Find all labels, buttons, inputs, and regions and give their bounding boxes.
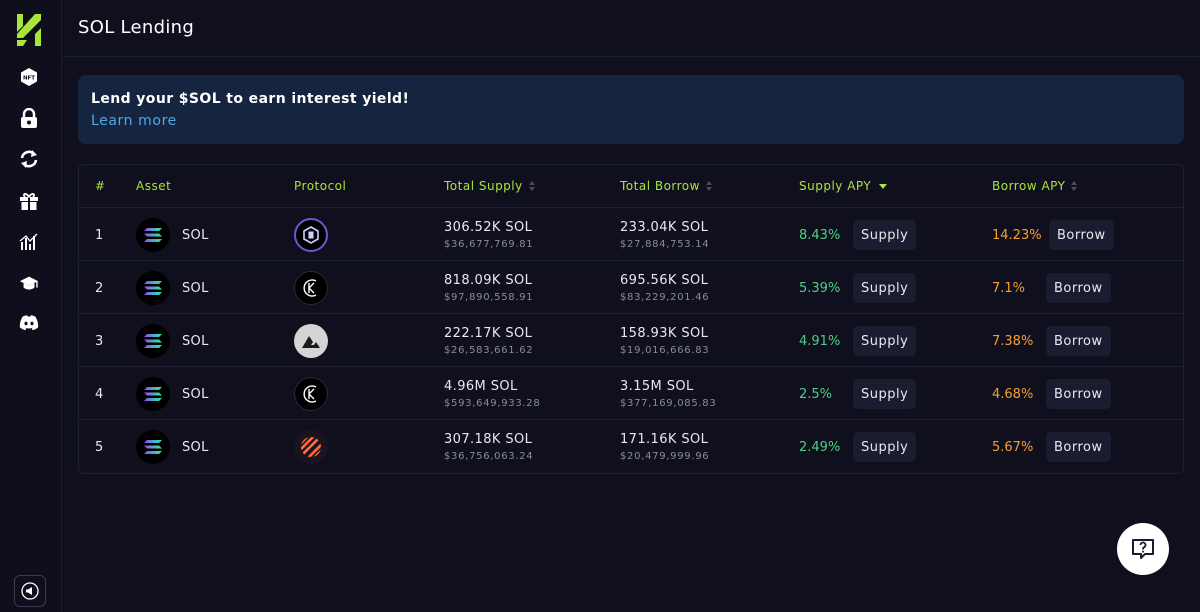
supply-apy: 2.49%: [799, 440, 841, 455]
total-supply-value: 818.09K SOL: [444, 273, 533, 288]
header-supply-apy[interactable]: Supply APY: [799, 179, 888, 193]
protocol-stripes-icon[interactable]: [294, 430, 328, 464]
chart-icon[interactable]: [19, 232, 39, 252]
gift-icon[interactable]: [19, 191, 39, 211]
header-total-supply[interactable]: Total Supply: [444, 179, 536, 193]
supply-button[interactable]: Supply: [853, 273, 917, 303]
sol-token-icon: [136, 271, 170, 305]
sidebar: NFT: [0, 0, 62, 612]
total-supply-value: 306.52K SOL: [444, 220, 533, 235]
header-protocol: Protocol: [294, 179, 347, 193]
table-row: 5 SOL 307.18K SOL $36,756,063.24 171.16K SOL…: [79, 420, 1183, 473]
borrow-button[interactable]: Borrow: [1049, 220, 1114, 250]
total-borrow-usd: $20,479,999.96: [620, 451, 710, 462]
borrow-button[interactable]: Borrow: [1046, 379, 1111, 409]
supply-apy: 8.43%: [799, 228, 841, 243]
total-borrow-usd: $377,169,085.83: [620, 398, 717, 409]
row-number: 4: [95, 387, 104, 402]
sol-token-icon: [136, 218, 170, 252]
header-asset: Asset: [136, 179, 172, 193]
asset-name: SOL: [182, 440, 209, 455]
sort-icon: [1071, 181, 1078, 191]
borrow-apy: 7.38%: [992, 334, 1034, 349]
borrow-button[interactable]: Borrow: [1046, 326, 1111, 356]
lock-icon[interactable]: [19, 108, 39, 128]
total-borrow-usd: $19,016,666.83: [620, 345, 710, 356]
table-row: 4 SOL 4.96M SOL $593,649,933.28 3.15M SOL $37…: [79, 367, 1183, 420]
total-borrow-value: 171.16K SOL: [620, 432, 709, 447]
total-supply-value: 4.96M SOL: [444, 379, 518, 394]
total-borrow-value: 158.93K SOL: [620, 326, 709, 341]
help-icon: [1132, 539, 1154, 559]
table-header: # Asset Protocol Total Supply Total Borr…: [79, 165, 1183, 208]
sort-desc-icon: [879, 183, 888, 189]
supply-apy: 4.91%: [799, 334, 841, 349]
row-number: 3: [95, 334, 104, 349]
total-borrow-value: 695.56K SOL: [620, 273, 709, 288]
supply-apy: 2.5%: [799, 387, 833, 402]
sol-token-icon: [136, 324, 170, 358]
row-number: 1: [95, 228, 104, 243]
sort-icon: [705, 181, 713, 191]
sol-token-icon: [136, 377, 170, 411]
supply-button[interactable]: Supply: [853, 379, 917, 409]
header-num: #: [95, 179, 106, 193]
table-row: 1 SOL 306.52K SOL $36,677,769.81 233.04K SOL…: [79, 208, 1183, 261]
borrow-apy: 4.68%: [992, 387, 1034, 402]
asset-name: SOL: [182, 228, 209, 243]
banner-title: Lend your $SOL to earn interest yield!: [91, 91, 410, 107]
graduation-cap-icon[interactable]: [19, 273, 39, 293]
help-chat-button[interactable]: [1117, 523, 1169, 575]
borrow-apy: 14.23%: [992, 228, 1042, 243]
total-borrow-usd: $83,229,201.46: [620, 292, 710, 303]
borrow-apy: 7.1%: [992, 281, 1026, 296]
supply-button[interactable]: Supply: [853, 326, 917, 356]
asset-name: SOL: [182, 281, 209, 296]
nft-icon[interactable]: NFT: [19, 67, 39, 87]
total-supply-usd: $593,649,933.28: [444, 398, 541, 409]
total-borrow-value: 233.04K SOL: [620, 220, 709, 235]
borrow-button[interactable]: Borrow: [1046, 432, 1111, 462]
total-supply-value: 222.17K SOL: [444, 326, 533, 341]
info-banner: Lend your $SOL to earn interest yield! L…: [78, 75, 1184, 144]
total-supply-value: 307.18K SOL: [444, 432, 533, 447]
total-supply-usd: $36,677,769.81: [444, 239, 534, 250]
header-borrow-apy[interactable]: Borrow APY: [992, 179, 1078, 193]
protocol-k-icon[interactable]: [294, 377, 328, 411]
header-total-borrow[interactable]: Total Borrow: [620, 179, 713, 193]
nft-label: NFT: [23, 75, 35, 81]
total-supply-usd: $26,583,661.62: [444, 345, 534, 356]
table-row: 2 SOL 818.09K SOL $97,890,558.91 695.56K SOL…: [79, 261, 1183, 314]
supply-apy: 5.39%: [799, 281, 841, 296]
total-supply-usd: $36,756,063.24: [444, 451, 534, 462]
topbar: SOL Lending: [62, 0, 1200, 57]
announcement-button[interactable]: [14, 575, 46, 607]
learn-more-link[interactable]: Learn more: [91, 113, 177, 129]
protocol-mountain-icon[interactable]: [294, 324, 328, 358]
page-title: SOL Lending: [78, 17, 195, 38]
total-supply-usd: $97,890,558.91: [444, 292, 534, 303]
total-borrow-value: 3.15M SOL: [620, 379, 694, 394]
logo-icon[interactable]: [17, 14, 41, 46]
borrow-apy: 5.67%: [992, 440, 1034, 455]
asset-name: SOL: [182, 387, 209, 402]
lending-table: # Asset Protocol Total Supply Total Borr…: [78, 164, 1184, 474]
swap-icon[interactable]: [19, 149, 39, 169]
discord-icon[interactable]: [19, 313, 39, 333]
row-number: 2: [95, 281, 104, 296]
asset-name: SOL: [182, 334, 209, 349]
protocol-a-icon[interactable]: [294, 218, 328, 252]
megaphone-icon: [21, 582, 39, 600]
sort-icon: [528, 181, 536, 191]
table-row: 3 SOL 222.17K SOL $26,583,661.62 158.93K SOL…: [79, 314, 1183, 367]
row-number: 5: [95, 440, 104, 455]
borrow-button[interactable]: Borrow: [1046, 273, 1111, 303]
sol-token-icon: [136, 430, 170, 464]
supply-button[interactable]: Supply: [853, 220, 917, 250]
total-borrow-usd: $27,884,753.14: [620, 239, 710, 250]
protocol-k-icon[interactable]: [294, 271, 328, 305]
supply-button[interactable]: Supply: [853, 432, 917, 462]
